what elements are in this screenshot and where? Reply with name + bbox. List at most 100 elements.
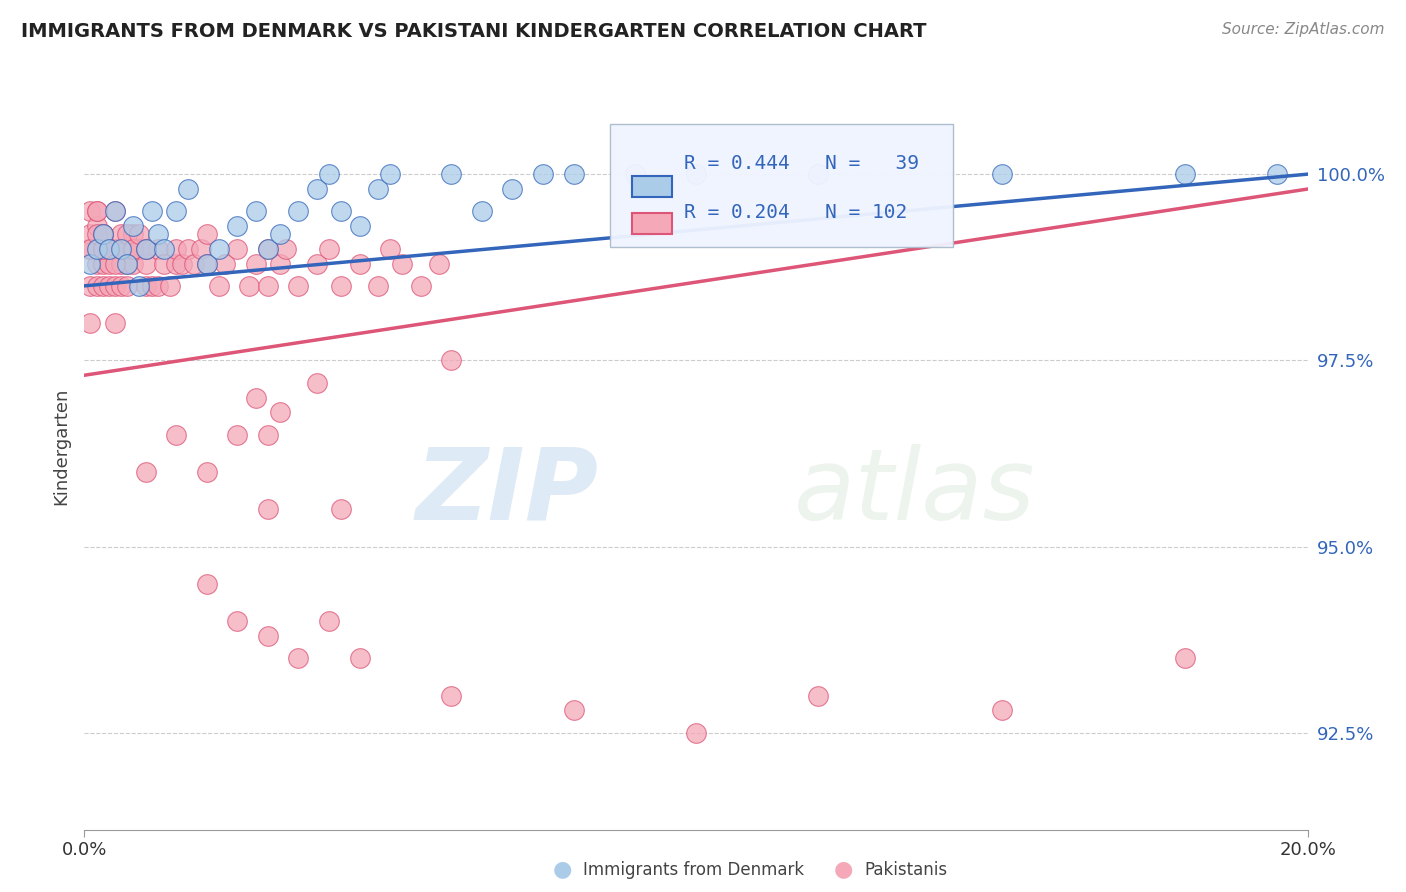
- Point: [440, 689, 463, 703]
- Point: [226, 614, 249, 628]
- Point: [269, 227, 291, 241]
- Point: [153, 242, 176, 256]
- Point: [440, 353, 463, 368]
- Point: [562, 167, 585, 181]
- Point: [104, 242, 127, 256]
- Point: [562, 703, 585, 717]
- Point: [153, 256, 176, 270]
- Point: [115, 256, 138, 270]
- Point: [165, 256, 187, 270]
- FancyBboxPatch shape: [610, 124, 953, 246]
- FancyBboxPatch shape: [633, 176, 672, 197]
- Point: [86, 242, 108, 256]
- Point: [172, 256, 194, 270]
- Point: [190, 242, 212, 256]
- Point: [110, 278, 132, 293]
- Point: [141, 278, 163, 293]
- Point: [380, 167, 402, 181]
- Point: [79, 242, 101, 256]
- Point: [91, 227, 114, 241]
- Point: [226, 219, 249, 234]
- Point: [245, 391, 267, 405]
- Point: [128, 227, 150, 241]
- Point: [276, 242, 298, 256]
- Point: [269, 256, 291, 270]
- Point: [685, 725, 707, 739]
- Point: [391, 256, 413, 270]
- Point: [146, 227, 169, 241]
- Point: [257, 278, 280, 293]
- Point: [135, 242, 157, 256]
- Point: [257, 242, 280, 256]
- Point: [318, 167, 340, 181]
- Point: [177, 242, 200, 256]
- Point: [318, 614, 340, 628]
- Point: [195, 256, 218, 270]
- Point: [86, 204, 108, 219]
- Point: [165, 204, 187, 219]
- Point: [115, 242, 138, 256]
- Point: [287, 278, 309, 293]
- Point: [122, 219, 145, 234]
- Point: [208, 278, 231, 293]
- Text: ZIP: ZIP: [415, 443, 598, 541]
- Text: atlas: atlas: [794, 443, 1035, 541]
- Point: [1265, 167, 1288, 181]
- Point: [305, 256, 328, 270]
- Point: [115, 256, 138, 270]
- Point: [135, 278, 157, 293]
- Point: [471, 204, 494, 219]
- Point: [110, 256, 132, 270]
- Point: [330, 204, 353, 219]
- Point: [135, 465, 157, 479]
- Text: ●: ●: [553, 860, 572, 880]
- Point: [86, 242, 108, 256]
- Point: [135, 242, 157, 256]
- Point: [86, 204, 108, 219]
- Point: [110, 242, 132, 256]
- Point: [104, 316, 127, 330]
- Point: [91, 278, 114, 293]
- Point: [349, 219, 371, 234]
- Point: [183, 256, 205, 270]
- Point: [245, 204, 267, 219]
- Point: [97, 242, 120, 256]
- Point: [128, 242, 150, 256]
- Point: [91, 227, 114, 241]
- Point: [349, 651, 371, 665]
- Point: [135, 242, 157, 256]
- Text: IMMIGRANTS FROM DENMARK VS PAKISTANI KINDERGARTEN CORRELATION CHART: IMMIGRANTS FROM DENMARK VS PAKISTANI KIN…: [21, 22, 927, 41]
- Point: [226, 242, 249, 256]
- Point: [115, 278, 138, 293]
- FancyBboxPatch shape: [633, 212, 672, 235]
- Point: [409, 278, 432, 293]
- Point: [305, 182, 328, 196]
- Point: [146, 278, 169, 293]
- Point: [226, 427, 249, 442]
- Point: [257, 502, 280, 516]
- Point: [245, 256, 267, 270]
- Point: [208, 242, 231, 256]
- Point: [165, 427, 187, 442]
- Point: [97, 242, 120, 256]
- Point: [257, 242, 280, 256]
- Point: [287, 204, 309, 219]
- Point: [86, 227, 108, 241]
- Point: [141, 204, 163, 219]
- Point: [177, 182, 200, 196]
- Point: [269, 405, 291, 419]
- Point: [195, 256, 218, 270]
- Point: [257, 427, 280, 442]
- Point: [165, 242, 187, 256]
- Point: [440, 167, 463, 181]
- Point: [79, 316, 101, 330]
- Point: [79, 242, 101, 256]
- Point: [110, 227, 132, 241]
- Point: [330, 502, 353, 516]
- Point: [122, 242, 145, 256]
- Point: [257, 629, 280, 643]
- Point: [122, 227, 145, 241]
- Point: [91, 242, 114, 256]
- Point: [367, 182, 389, 196]
- Point: [502, 182, 524, 196]
